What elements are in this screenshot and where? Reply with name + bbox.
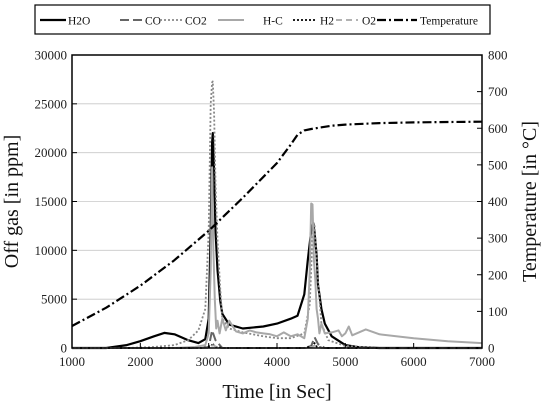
series-line-h2o: [72, 132, 482, 350]
right-y-tick-label: 400: [488, 194, 508, 209]
left-y-tick-label: 30000: [35, 48, 68, 63]
x-tick-label: 2000: [127, 354, 153, 369]
right-y-tick-label: 200: [488, 267, 508, 282]
x-tick-label: 5000: [332, 354, 358, 369]
left-y-tick-label: 5000: [41, 292, 67, 307]
right-y-tick-label: 300: [488, 231, 508, 246]
series-line-temperature: [71, 120, 483, 327]
left-y-tick-label: 10000: [35, 243, 68, 258]
legend-label-h2: H2: [320, 16, 334, 28]
x-tick-label: 1000: [59, 354, 85, 369]
series-line-co2: [72, 80, 482, 349]
legend-label-co2: CO2: [185, 16, 207, 28]
left-y-tick-label: 25000: [35, 96, 68, 111]
left-y-tick-label: 20000: [35, 145, 68, 160]
x-axis-title: Time [in Sec]: [222, 381, 331, 403]
right-y-tick-label: 600: [488, 121, 508, 136]
right-y-tick-label: 100: [488, 304, 508, 319]
right-y-axis-title: Temperature [in °C]: [519, 121, 541, 282]
series-lines: [71, 80, 483, 350]
legend-label-temperature: Temperature: [420, 16, 478, 28]
x-tick-label: 6000: [401, 354, 427, 369]
legend-label-co: CO: [145, 16, 161, 28]
legend-label-o2: O2: [362, 16, 376, 28]
x-tick-label: 7000: [469, 354, 495, 369]
left-y-axis-title: Off gas [in ppm]: [1, 135, 23, 269]
left-y-tick-label: 0: [61, 341, 68, 356]
x-tick-label: 3000: [196, 354, 222, 369]
legend: H2O CO CO2 H-C H2 O2 Temperature: [34, 4, 491, 35]
right-y-tick-label: 0: [488, 341, 495, 356]
right-y-tick-label: 800: [488, 48, 508, 63]
series-line-h-c: [72, 166, 483, 349]
right-y-tick-label: 500: [488, 157, 508, 172]
legend-label-h2o: H2O: [68, 16, 90, 28]
right-y-tick-label: 700: [488, 84, 508, 99]
legend-label-h-c: H-C: [263, 16, 283, 28]
gridlines: [72, 54, 482, 349]
axis-ticks: 1000 2000 3000 4000 5000 6000 7000050001000015…: [35, 48, 508, 370]
left-y-tick-label: 15000: [35, 194, 68, 209]
x-tick-label: 4000: [264, 354, 290, 369]
